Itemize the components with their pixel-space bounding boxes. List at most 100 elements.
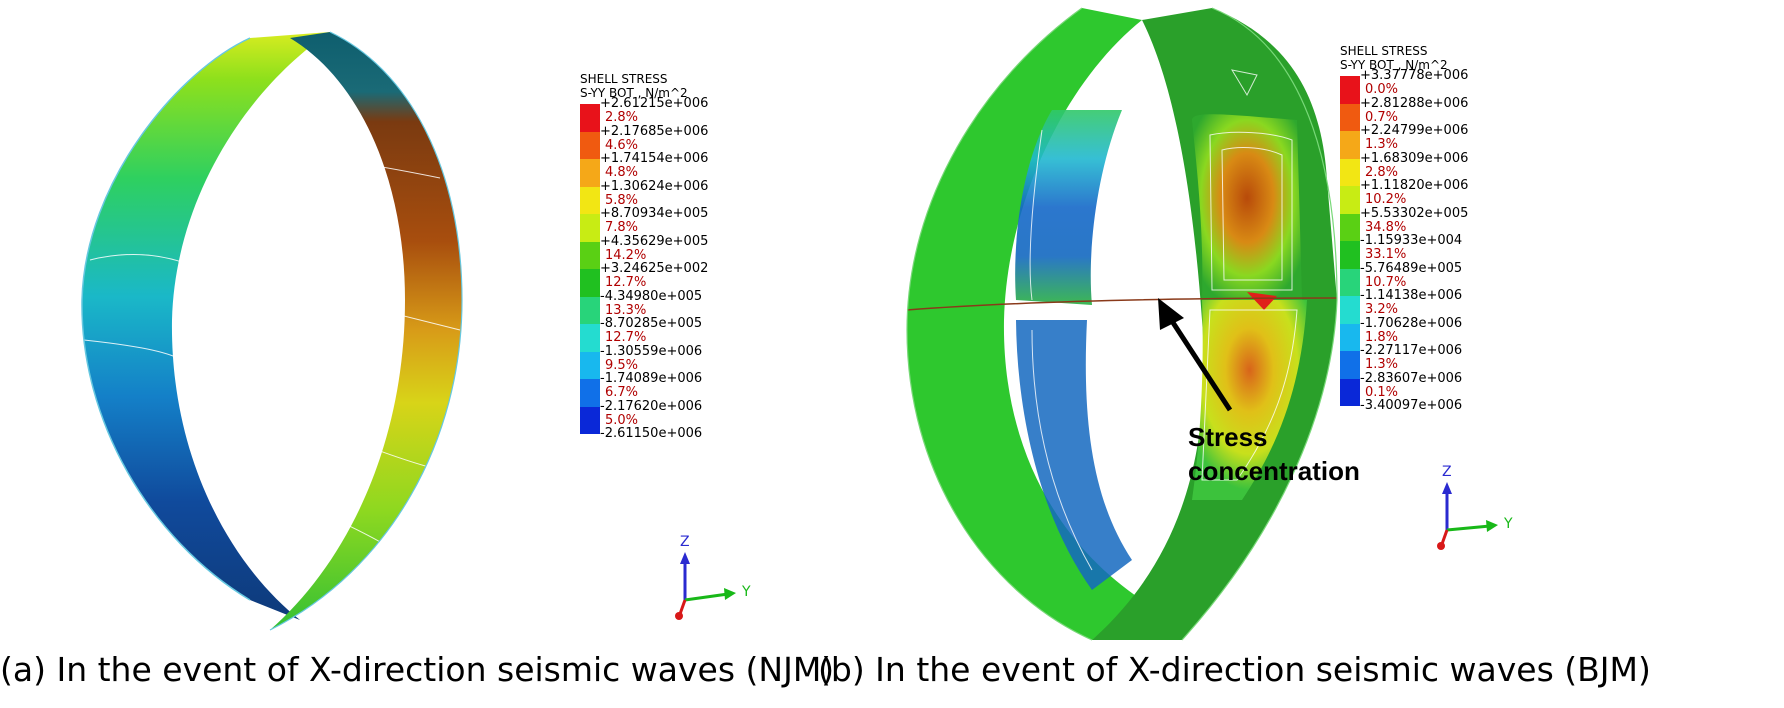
legend-swatch-4 xyxy=(580,214,600,242)
z-axis-label: Z xyxy=(680,534,690,550)
cylinder-contour-plot-b xyxy=(906,7,1338,641)
legend-percent-8: 12.7% xyxy=(605,330,647,345)
legend-bound-10: -2.27117e+006 xyxy=(1360,343,1463,358)
legend-percent-2: 4.8% xyxy=(605,165,639,180)
legend-percent-9: 9.5% xyxy=(605,357,639,373)
legend-bound-5: +4.35629e+005 xyxy=(600,233,709,249)
legend-percent-1: 0.7% xyxy=(1365,109,1399,125)
legend-swatch-2 xyxy=(580,159,600,187)
cold-region-lower xyxy=(1016,320,1132,590)
axis-triad-b: Z Y xyxy=(1432,464,1522,570)
legend-percent-6: 33.1% xyxy=(1365,247,1407,262)
legend-bound-5: +5.53302e+005 xyxy=(1360,205,1469,221)
x-axis-arrow xyxy=(678,599,687,615)
legend-bound-3: +1.30624e+006 xyxy=(600,178,709,194)
legend-percent-0: 0.0% xyxy=(1365,82,1399,97)
legend-percent-10: 6.7% xyxy=(605,385,639,400)
legend-scale: +3.37778e+006 +2.81288e+006 +2.24799e+006 +… xyxy=(1340,69,1540,420)
legend-bound-7: -5.76489e+005 xyxy=(1360,260,1463,276)
legend-swatch-7 xyxy=(1340,268,1360,296)
y-axis-label: Y xyxy=(742,584,751,600)
legend-swatch-6 xyxy=(1340,241,1360,269)
axis-triad-a: Z Y xyxy=(670,534,760,640)
legend-bound-8: -8.70285e+005 xyxy=(600,316,703,331)
legend-swatch-9 xyxy=(580,351,600,379)
legend-bound-3: +1.68309e+006 xyxy=(1360,150,1469,166)
legend-percent-4: 10.2% xyxy=(1365,192,1407,207)
cylinder-a-back-face xyxy=(270,32,462,630)
legend-percent-11: 0.1% xyxy=(1365,384,1399,400)
y-axis-arrow xyxy=(1446,524,1491,532)
hot-region-lower xyxy=(1192,300,1307,500)
legend-bound-9: -1.30559e+006 xyxy=(600,343,703,359)
annotation-line-1: Stress xyxy=(1188,422,1268,452)
legend-swatch-8 xyxy=(1340,296,1360,324)
legend-a: SHELL STRESS S-YY BOT , N/m^2 +2.61215e+… xyxy=(580,72,780,448)
legend-percent-0: 2.8% xyxy=(605,110,639,125)
y-axis-label: Y xyxy=(1504,516,1513,532)
legend-swatch-10 xyxy=(580,379,600,407)
legend-swatch-4 xyxy=(1340,186,1360,214)
legend-percent-11: 5.0% xyxy=(605,412,639,428)
hot-region-upper xyxy=(1192,114,1302,300)
legend-bound-9: -1.70628e+006 xyxy=(1360,315,1463,331)
legend-bound-4: +1.11820e+006 xyxy=(1360,178,1469,193)
legend-percent-3: 2.8% xyxy=(1365,164,1399,180)
legend-percent-4: 7.8% xyxy=(605,220,639,235)
legend-swatch-5 xyxy=(1340,213,1360,241)
x-axis-arrow xyxy=(1440,529,1449,545)
legend-swatch-6 xyxy=(580,269,600,297)
cylinder-contour-plot-a xyxy=(81,31,463,631)
legend-swatch-11 xyxy=(580,406,600,434)
legend-swatch-1 xyxy=(580,131,600,159)
legend-swatch-11 xyxy=(1340,378,1360,406)
legend-swatch-5 xyxy=(580,241,600,269)
legend-swatch-3 xyxy=(1340,158,1360,186)
legend-b: SHELL STRESS S-YY BOT , N/m^2 +3.37778e+… xyxy=(1340,44,1540,420)
legend-bound-1: +2.17685e+006 xyxy=(600,123,709,139)
legend-swatch-1 xyxy=(1340,103,1360,131)
legend-percent-7: 13.3% xyxy=(605,302,647,318)
legend-swatch-0 xyxy=(1340,76,1360,104)
legend-percent-9: 1.8% xyxy=(1365,329,1399,345)
legend-scale: +2.61215e+006 +2.17685e+006 +1.74154e+006 +… xyxy=(580,97,780,448)
caption-b: (b) In the event of X-direction seismic … xyxy=(818,650,1651,689)
legend-bound-11: -2.83607e+006 xyxy=(1360,370,1463,386)
cold-region-upper xyxy=(1015,110,1122,305)
legend-swatch-3 xyxy=(580,186,600,214)
legend-bound-1: +2.81288e+006 xyxy=(1360,95,1469,111)
legend-percent-6: 12.7% xyxy=(605,275,647,290)
legend-bound-0: +2.61215e+006 xyxy=(600,96,709,111)
y-axis-arrow xyxy=(684,592,729,602)
legend-swatch-7 xyxy=(580,296,600,324)
legend-percent-3: 5.8% xyxy=(605,192,639,208)
legend-bound-12: -3.40097e+006 xyxy=(1360,398,1463,413)
legend-title: SHELL STRESS xyxy=(1340,44,1428,58)
legend-bound-6: +3.24625e+002 xyxy=(600,261,709,276)
annotation-line-2: concentration xyxy=(1188,456,1360,486)
legend-bound-2: +1.74154e+006 xyxy=(600,151,709,166)
caption-a: (a) In the event of X-direction seismic … xyxy=(0,650,835,689)
legend-percent-1: 4.6% xyxy=(605,137,639,153)
legend-percent-7: 10.7% xyxy=(1365,274,1407,290)
legend-subtitle: S-YY BOT , N/m^2 xyxy=(1340,58,1448,72)
stress-hotspot xyxy=(1247,292,1277,310)
legend-swatch-10 xyxy=(1340,351,1360,379)
panel-a: SHELL STRESS S-YY BOT , N/m^2 +2.61215e+… xyxy=(0,31,835,689)
legend-percent-10: 1.3% xyxy=(1365,357,1399,372)
legend-bound-0: +3.37778e+006 xyxy=(1360,68,1469,83)
cylinder-b-left-face xyxy=(907,8,1142,640)
legend-subtitle: S-YY BOT , N/m^2 xyxy=(580,86,688,100)
legend-percent-5: 34.8% xyxy=(1365,219,1407,235)
z-axis-label: Z xyxy=(1442,464,1452,480)
legend-bound-6: -1.15933e+004 xyxy=(1360,233,1463,248)
legend-bound-11: -2.17620e+006 xyxy=(600,398,703,414)
legend-bound-10: -1.74089e+006 xyxy=(600,371,703,386)
legend-swatch-8 xyxy=(580,324,600,352)
legend-percent-8: 3.2% xyxy=(1365,302,1399,317)
legend-title: SHELL STRESS xyxy=(580,72,668,86)
panel-b: Stress concentration SHELL STRESS S-YY B… xyxy=(818,0,1784,708)
cylinder-a-left-face xyxy=(81,32,330,620)
legend-swatch-2 xyxy=(1340,131,1360,159)
legend-bound-4: +8.70934e+005 xyxy=(600,206,709,221)
